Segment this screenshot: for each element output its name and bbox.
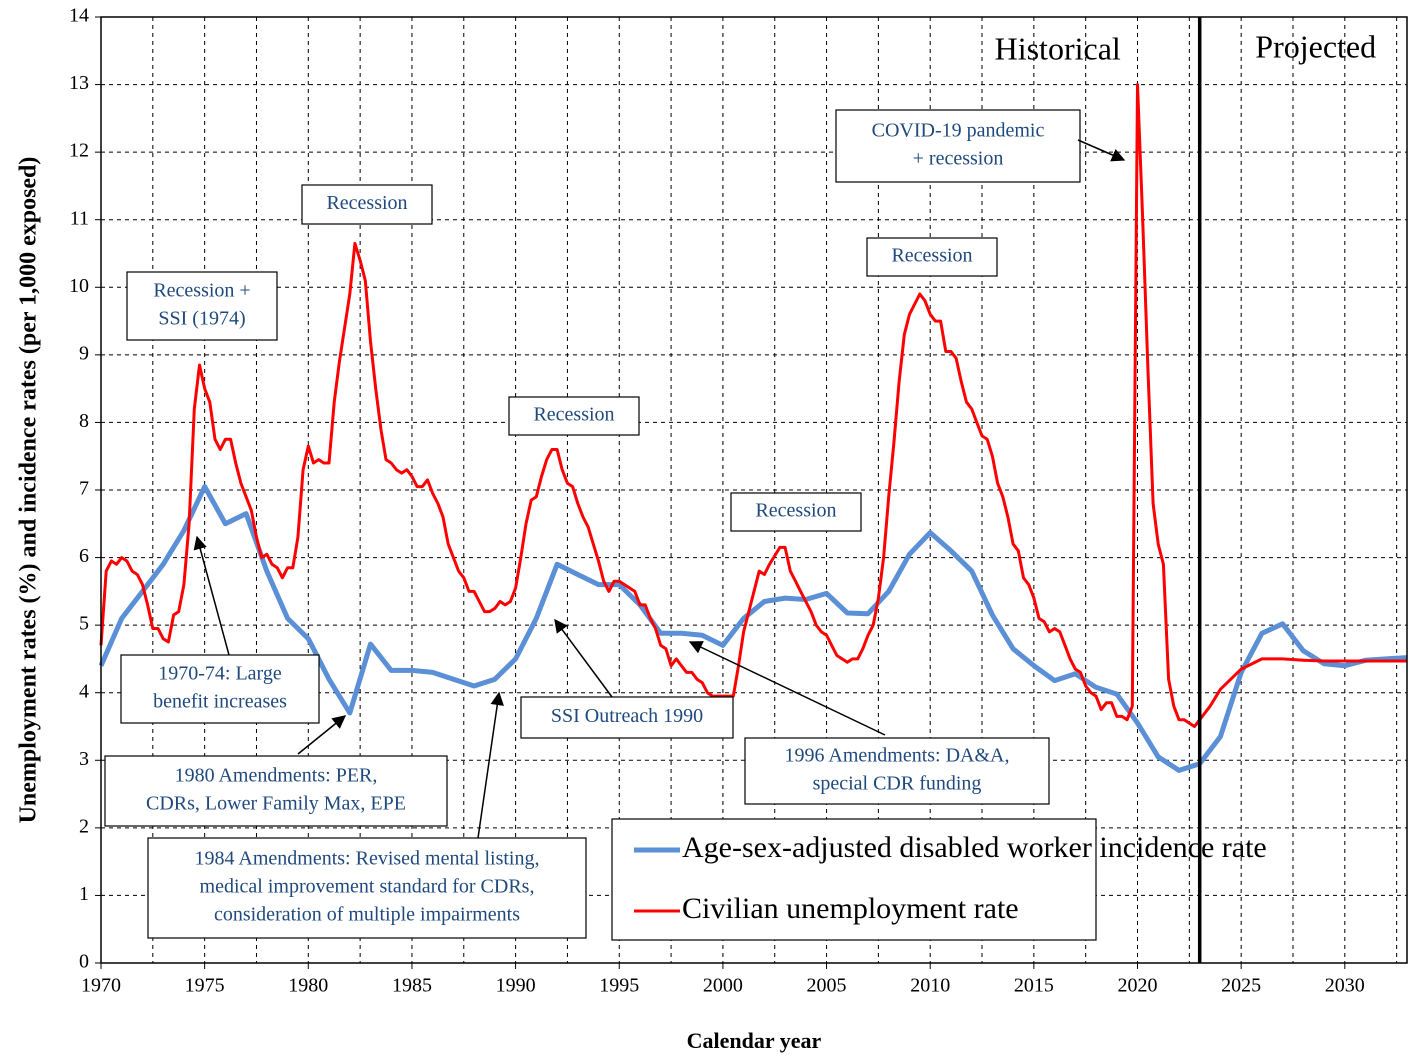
annotation-text: 1996 Amendments: DA&A,	[785, 745, 1010, 767]
annotation: Recession	[508, 396, 640, 436]
annotation: 1996 Amendments: DA&A, special CDR fundin…	[688, 641, 1050, 805]
annotation-box	[744, 737, 1050, 805]
annotation-box	[508, 396, 640, 436]
annotation-arrow	[688, 641, 886, 736]
x-axis-label: Calendar year	[687, 1028, 822, 1053]
annotation: Recession + SSI (1974)	[126, 271, 278, 341]
y-tick-label: 12	[69, 140, 89, 162]
annotation: 1980 Amendments: PER, CDRs, Lower Family …	[104, 715, 448, 827]
y-tick-label: 1	[79, 883, 89, 905]
y-tick-label: 9	[79, 342, 89, 364]
y-axis-label: Unemployment rates (%) and incidence rat…	[16, 157, 42, 824]
annotation-text: SSI (1974)	[158, 308, 245, 330]
x-tick-label: 2010	[910, 975, 950, 997]
annotation-text: Recession +	[153, 280, 250, 302]
y-tick-label: 14	[69, 5, 89, 27]
annotation: Recession	[730, 492, 862, 532]
annotations: Recession + SSI (1974) Recession Recession R…	[104, 109, 1126, 939]
series-line	[99, 83, 1407, 728]
y-tick-label: 4	[79, 680, 89, 702]
annotation-text: Recession	[326, 192, 407, 214]
annotation-text: 1984 Amendments: Revised mental listing,	[195, 848, 540, 870]
annotation: 1970-74: Large benefit increases	[120, 535, 320, 724]
annotation-text: CDRs, Lower Family Max, EPE	[146, 793, 406, 815]
legend: Age-sex-adjusted disabled worker inciden…	[611, 818, 1267, 941]
annotation-text: benefit increases	[153, 691, 287, 713]
annotation-text: 1980 Amendments: PER,	[175, 765, 378, 787]
annotation-arrow	[297, 715, 347, 755]
x-tick-label: 2020	[1118, 975, 1158, 997]
annotation-box	[520, 696, 734, 739]
annotation-text: 1970-74: Large	[158, 663, 282, 685]
annotation: SSI Outreach 1990	[520, 618, 734, 739]
annotation-text: COVID-19 pandemic	[872, 120, 1045, 142]
annotation-box	[120, 654, 320, 724]
y-tick-label: 8	[79, 410, 89, 432]
x-tick-label: 2005	[807, 975, 847, 997]
annotation-box	[730, 492, 862, 532]
y-tick-label: 0	[79, 951, 89, 973]
y-tick-label: 11	[70, 207, 89, 229]
y-tick-label: 3	[79, 748, 89, 770]
annotation-arrow	[477, 691, 504, 839]
annotation: 1984 Amendments: Revised mental listing,…	[147, 691, 587, 939]
annotation-box	[835, 109, 1081, 183]
plot-frame	[100, 16, 1408, 964]
annotation-text: Recession	[755, 500, 836, 522]
annotation-text: SSI Outreach 1990	[551, 705, 703, 727]
x-tick-label: 1990	[496, 975, 536, 997]
annotation: Recession	[866, 237, 998, 277]
annotation-arrow	[554, 618, 613, 698]
y-tick-label: 13	[69, 72, 89, 94]
x-tick-label: 1970	[81, 975, 121, 997]
period-label: Historical	[995, 30, 1121, 66]
x-tick-label: 1980	[288, 975, 328, 997]
legend-label: Age-sex-adjusted disabled worker inciden…	[682, 831, 1267, 864]
x-tick-label: 1985	[392, 975, 432, 997]
y-tick-label: 2	[79, 815, 89, 837]
y-tick-label: 6	[79, 545, 89, 567]
annotation-box	[126, 271, 278, 341]
annotation-box	[147, 837, 587, 939]
annotation-text: special CDR funding	[813, 773, 982, 795]
legend-box	[611, 818, 1097, 941]
x-tick-label: 1995	[599, 975, 639, 997]
annotation: Recession	[301, 184, 433, 225]
x-tick-label: 2025	[1221, 975, 1261, 997]
x-tick-label: 1975	[185, 975, 225, 997]
annotation-text: consideration of multiple impairments	[214, 904, 520, 926]
annotation: COVID-19 pandemic + recession	[835, 109, 1126, 183]
y-tick-label: 7	[79, 478, 89, 500]
annotation-text: medical improvement standard for CDRs,	[200, 876, 535, 898]
x-tick-label: 2030	[1325, 975, 1365, 997]
annotation-text: + recession	[913, 148, 1004, 170]
annotation-arrow	[1077, 139, 1126, 162]
y-tick-label: 10	[69, 275, 89, 297]
annotation-text: Recession	[533, 404, 614, 426]
x-tick-label: 2015	[1014, 975, 1054, 997]
period-label: Projected	[1255, 28, 1376, 64]
annotation-box	[104, 755, 448, 827]
legend-label: Civilian unemployment rate	[682, 892, 1019, 925]
annotation-text: Recession	[891, 245, 972, 267]
y-tick-label: 5	[79, 613, 89, 635]
annotation-box	[866, 237, 998, 277]
x-tick-label: 2000	[703, 975, 743, 997]
annotation-box	[301, 184, 433, 225]
annotation-arrow	[193, 535, 230, 656]
